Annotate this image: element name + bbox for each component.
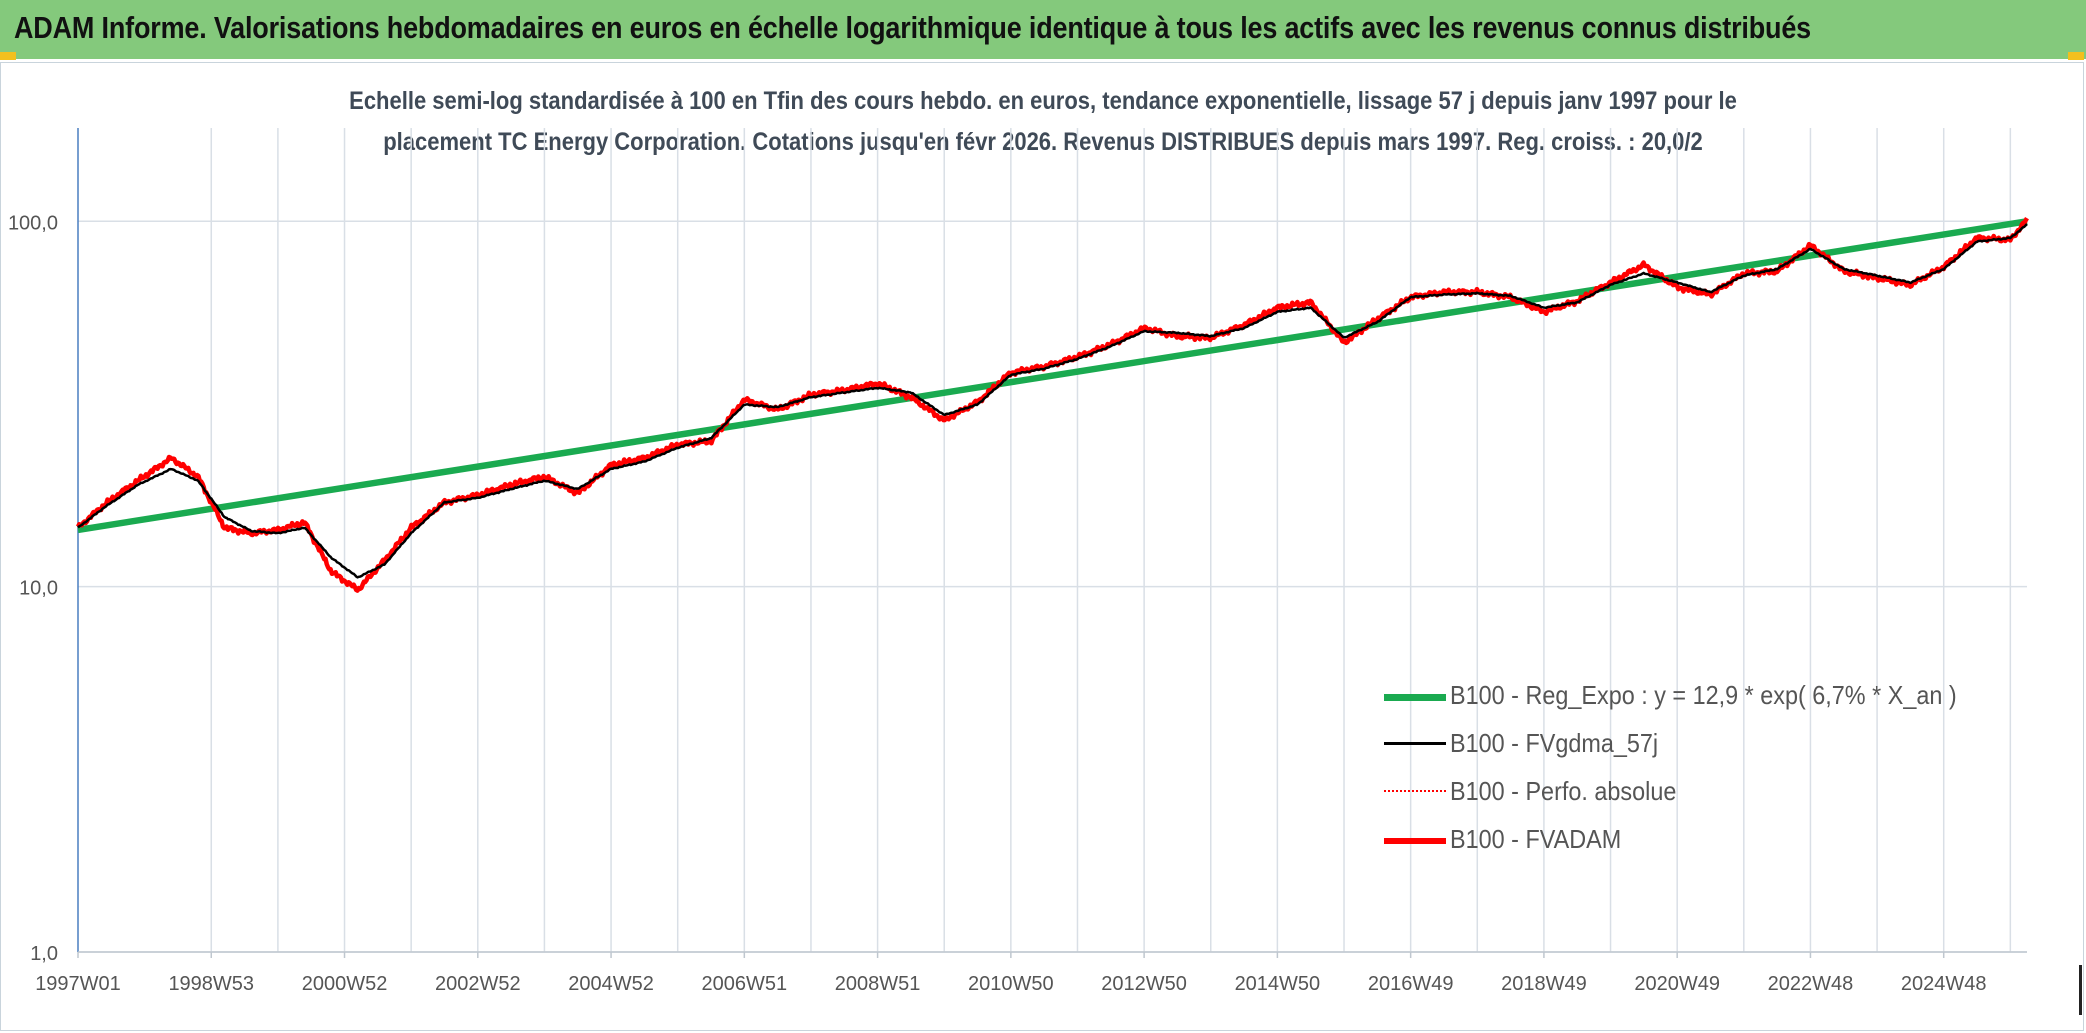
x-tick-label: 2010W50: [968, 973, 1054, 995]
x-tick-label: 2016W49: [1368, 973, 1454, 995]
legend-label: B100 - Reg_Expo : y = 12,9 * exp( 6,7% *…: [1450, 680, 1957, 710]
x-tick-label: 2018W49: [1501, 973, 1587, 995]
legend-swatch: [1384, 790, 1446, 792]
x-tick-label: 2002W52: [435, 973, 521, 995]
series-line-3: [77, 217, 2028, 592]
report-banner: ADAM Informe. Valorisations hebdomadaire…: [0, 0, 2086, 62]
x-tick-label: 2014W50: [1235, 973, 1321, 995]
x-tick-label: 2012W50: [1101, 973, 1187, 995]
x-tick-label: 2024W48: [1901, 973, 1987, 995]
chart-legend: B100 - Reg_Expo : y = 12,9 * exp( 6,7% *…: [1380, 680, 2000, 860]
x-tick-label: 2000W52: [302, 973, 388, 995]
report-title: ADAM Informe. Valorisations hebdomadaire…: [14, 10, 1811, 45]
legend-swatch: [1384, 742, 1446, 745]
legend-label: B100 - FVgdma_57j: [1450, 728, 1659, 758]
legend-swatch: [1384, 694, 1446, 701]
x-tick-label: 1997W01: [35, 973, 121, 995]
y-tick-label: 10,0: [19, 578, 58, 600]
x-tick-label: 2004W52: [568, 973, 654, 995]
corner-mark-left: [0, 52, 16, 60]
y-tick-label: 100,0: [8, 212, 58, 234]
x-tick-label: 2020W49: [1634, 973, 1720, 995]
legend-label: B100 - FVADAM: [1450, 824, 1622, 854]
x-tick-label: 1998W53: [168, 973, 254, 995]
legend-item: B100 - Perfo. absolue: [1380, 776, 2000, 806]
chart-subtitle: placement TC Energy Corporation. Cotatio…: [383, 128, 1703, 156]
series-line-2: [77, 223, 2028, 579]
legend-item: B100 - Reg_Expo : y = 12,9 * exp( 6,7% *…: [1380, 680, 2000, 710]
chart-frame: [0, 62, 2084, 1031]
series-line-4: [76, 216, 2029, 593]
y-tick-label: 1,0: [30, 943, 58, 965]
legend-item: B100 - FVADAM: [1380, 824, 2000, 854]
legend-item: B100 - FVgdma_57j: [1380, 728, 2000, 758]
chart-title: Echelle semi-log standardisée à 100 en T…: [349, 87, 1737, 115]
legend-swatch: [1384, 838, 1446, 844]
x-tick-label: 2006W51: [702, 973, 788, 995]
legend-label: B100 - Perfo. absolue: [1450, 776, 1677, 806]
x-tick-label: 2022W48: [1768, 973, 1854, 995]
window-edge-mark: [2079, 965, 2082, 1015]
corner-mark-right: [2068, 52, 2084, 60]
series-line-1: [77, 218, 2028, 534]
x-tick-label: 2008W51: [835, 973, 921, 995]
